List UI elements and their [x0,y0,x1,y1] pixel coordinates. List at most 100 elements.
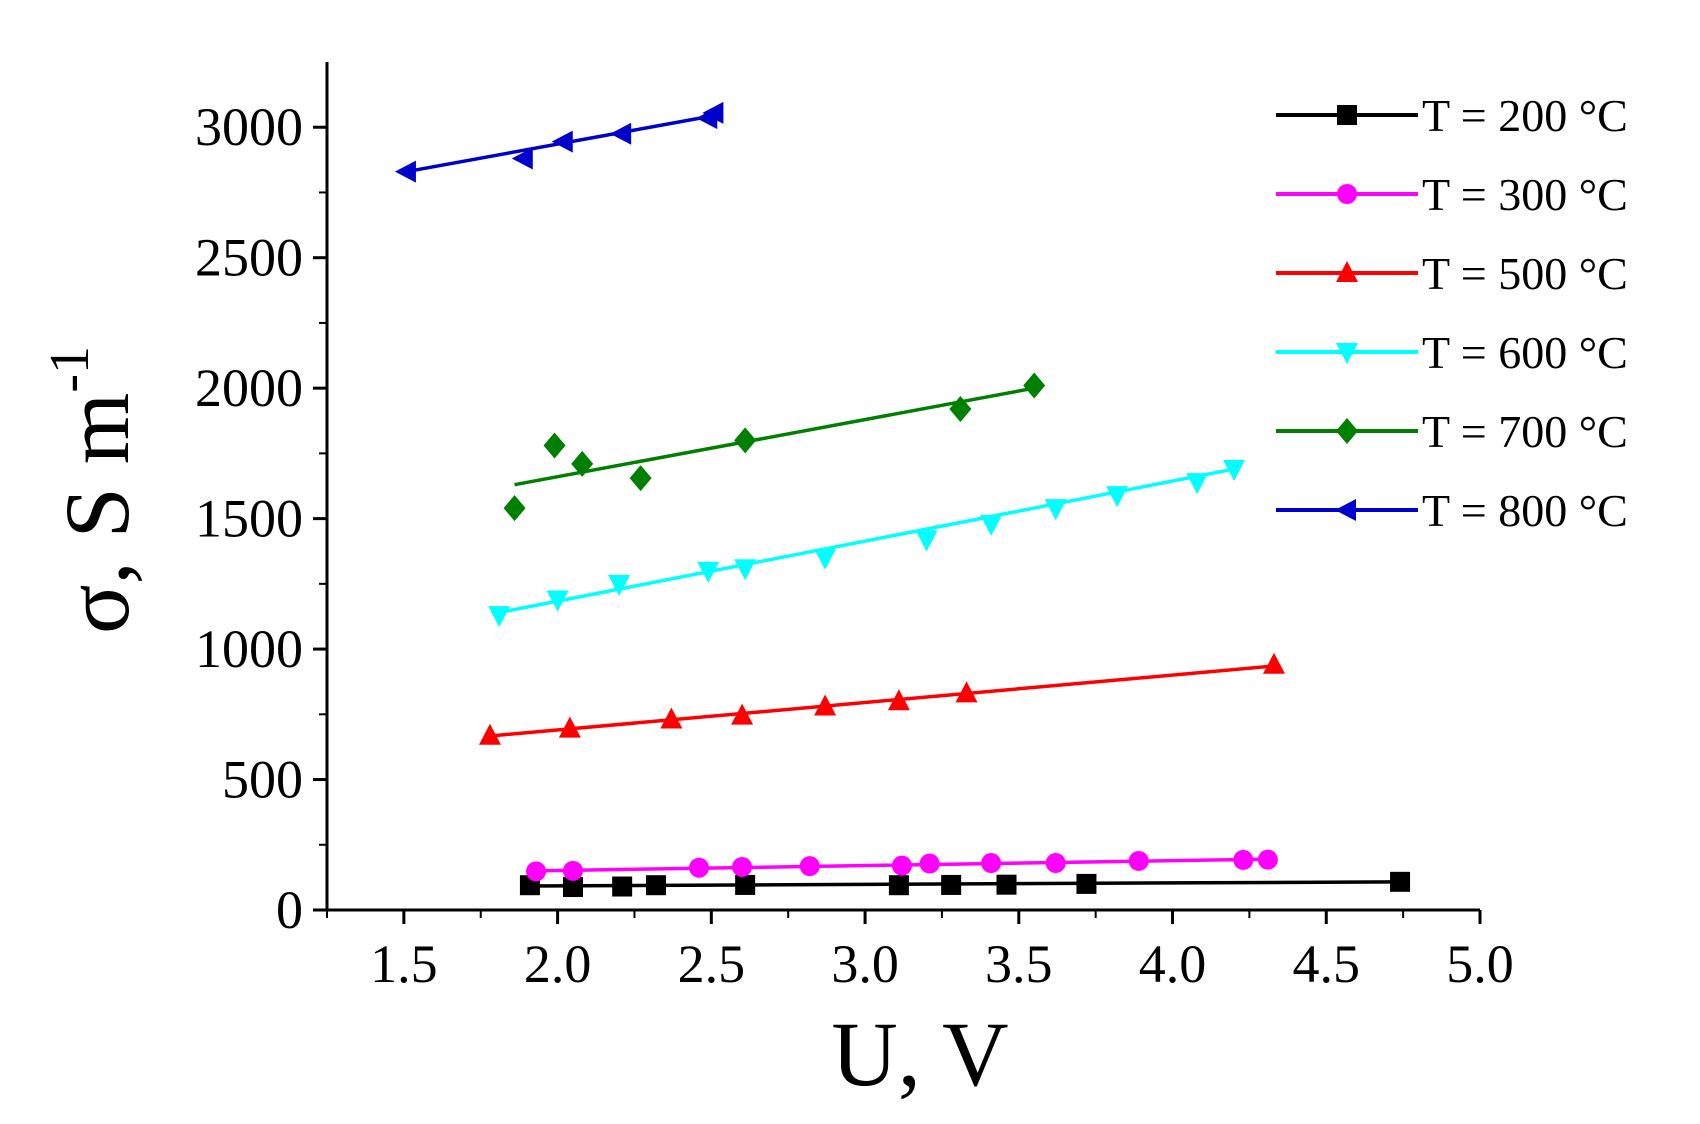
legend-label: T = 300 °C [1422,169,1628,220]
y-tick-label: 2500 [195,228,303,288]
data-point [488,606,511,628]
fit-line [489,664,1275,738]
y-axis-title: σ, S m-1 [39,346,148,634]
x-tick-label: 5.0 [1446,934,1514,994]
data-point [1262,652,1285,674]
series-1 [519,871,1411,898]
data-point [478,723,501,745]
legend-label: T = 700 °C [1422,406,1628,457]
data-point [734,427,757,454]
data-point [1076,873,1097,894]
data-point [543,432,566,459]
x-tick-label: 2.5 [678,934,746,994]
y-ticks: 0 500 1000 1500 2000 2500 3000 [195,97,327,940]
y-tick-label: 2000 [195,358,303,418]
data-point [1045,853,1066,874]
series-2 [526,849,1278,882]
data-point [731,703,754,725]
y-tick-label: 3000 [195,97,303,157]
data-point [697,561,720,583]
x-tick-label: 2.0 [524,934,592,994]
data-point [919,853,940,874]
data-point [551,130,573,153]
y-axis-title-sup: -1 [39,346,101,393]
data-point [1257,849,1278,870]
legend-marker [1336,261,1358,282]
data-point [941,874,962,895]
series-6 [394,101,724,183]
plot-area [394,101,1411,898]
data-point [511,147,533,170]
legend-marker [1337,184,1357,204]
data-point [612,876,633,897]
data-point [1186,473,1209,495]
y-tick-label: 1500 [195,489,303,549]
fit-line [514,386,1035,487]
data-point [562,860,583,881]
legend-item: T = 700 °C [1276,406,1628,457]
legend-item: T = 600 °C [1276,327,1628,378]
legend-item: T = 300 °C [1276,169,1628,220]
data-point [610,122,632,145]
data-point [814,548,837,570]
data-point [1223,460,1246,482]
data-point [526,861,547,882]
data-point [1023,372,1046,399]
data-point [1390,871,1411,892]
data-point [799,856,820,877]
data-point [608,574,631,596]
data-point [996,874,1017,895]
data-point [887,689,910,711]
data-point [732,856,753,877]
series-3 [478,652,1285,745]
data-point [734,559,757,581]
axes [325,62,1480,912]
data-point [1044,499,1067,521]
data-point [645,875,666,896]
fit-line [529,880,1401,888]
legend-label: T = 500 °C [1422,248,1628,299]
x-tick-label: 3.0 [831,934,899,994]
x-tick-label: 4.5 [1293,934,1361,994]
data-point [891,855,912,876]
legend-item: T = 200 °C [1276,90,1628,141]
data-point [735,874,756,895]
data-point [955,681,978,703]
data-point [571,450,594,477]
legend-marker [1337,105,1357,125]
data-point [980,514,1003,536]
data-point [1128,850,1149,871]
data-point [394,160,416,183]
legend-item: T = 800 °C [1276,485,1628,536]
data-point [689,857,710,878]
legend-marker [1335,499,1356,521]
legend-label: T = 200 °C [1422,90,1628,141]
x-ticks: 1.5 2.0 2.5 3.0 3.5 4.0 4.5 5.0 [326,910,1514,994]
y-tick-label: 500 [222,750,303,810]
data-point [660,707,683,729]
data-point [503,495,526,522]
data-point [702,101,724,124]
x-tick-label: 3.5 [985,934,1053,994]
legend: T = 200 °C T = 300 °C T = 500 °C T = 600 °C… [1276,90,1628,536]
data-point [558,716,581,738]
x-axis-title: U, V [831,1003,1008,1105]
data-point [981,853,1002,874]
legend-label: T = 600 °C [1422,327,1628,378]
legend-marker [1336,418,1358,444]
data-point [629,465,652,492]
x-tick-label: 1.5 [370,934,438,994]
data-point [562,877,583,898]
data-point [1106,486,1129,508]
data-point [915,530,938,552]
data-point [814,694,837,716]
data-point [1233,849,1254,870]
y-tick-label: 0 [276,880,303,940]
legend-label: T = 800 °C [1422,485,1628,536]
y-axis-title-main: σ, S m [46,393,148,634]
series-5 [503,372,1046,522]
data-point [888,875,909,896]
legend-item: T = 500 °C [1276,248,1628,299]
series-4 [488,460,1246,628]
